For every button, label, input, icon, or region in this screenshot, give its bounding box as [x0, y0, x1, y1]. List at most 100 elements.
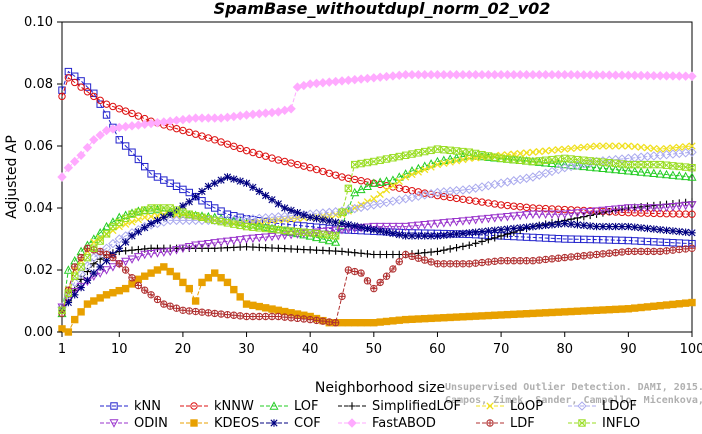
data-point: [604, 164, 614, 173]
data-point: [255, 150, 263, 159]
data-point: [331, 226, 341, 236]
legend: kNN kNNW LOF SimplifiedLOF LoOP LDOF ODIN KDEOS…: [100, 399, 640, 431]
data-point: [662, 247, 671, 255]
data-point: [223, 173, 232, 181]
data-point: [274, 312, 283, 321]
data-point: [82, 142, 93, 153]
data-point: [211, 309, 219, 318]
data-point: [446, 313, 454, 322]
data-point: [566, 70, 576, 80]
data-point: [102, 291, 111, 299]
data-point: [592, 207, 602, 216]
data-point: [191, 192, 200, 201]
data-point: [675, 245, 683, 254]
data-point: [585, 70, 595, 80]
legend-label: INFLO: [602, 416, 640, 431]
y-tick-label: 0.04: [24, 201, 53, 216]
data-point: [363, 319, 372, 327]
x-tick-label: 10: [111, 342, 128, 357]
data-point: [198, 187, 206, 196]
data-point: [650, 201, 658, 210]
data-point: [134, 275, 143, 284]
data-point: [178, 244, 188, 254]
data-point: [484, 258, 493, 266]
data-point: [414, 315, 423, 323]
data-point: [687, 201, 697, 210]
data-point: [502, 177, 513, 187]
data-point: [357, 223, 365, 231]
legend-marker: [269, 401, 279, 410]
data-point: [560, 210, 570, 219]
data-point: [610, 70, 621, 80]
data-point: [427, 248, 435, 256]
x-axis: 1 10 20 30 40 50 60 70 80 90 100: [58, 332, 702, 357]
data-point: [351, 319, 359, 327]
data-point: [255, 243, 263, 252]
data-point: [312, 316, 321, 325]
data-point: [636, 167, 646, 176]
y-axis: 0.00 0.02 0.04 0.06 0.08 0.10: [24, 15, 62, 340]
x-tick-label: 1: [58, 342, 66, 357]
data-point: [521, 69, 532, 80]
legend-marker: [348, 402, 356, 410]
data-point: [553, 210, 563, 219]
data-point: [300, 245, 308, 254]
data-point: [591, 70, 602, 80]
data-point: [497, 257, 505, 265]
data-point: [83, 244, 92, 253]
data-point: [446, 158, 454, 166]
data-point: [331, 319, 340, 327]
data-point: [561, 253, 569, 262]
data-point: [217, 176, 225, 184]
data-point: [95, 228, 105, 237]
data-point: [579, 208, 589, 218]
data-point: [681, 245, 690, 253]
data-point: [528, 210, 538, 219]
data-point: [382, 222, 392, 232]
data-point: [540, 69, 551, 80]
data-point: [190, 113, 201, 123]
data-point: [535, 147, 543, 156]
data-point: [267, 223, 277, 233]
data-point: [669, 144, 677, 152]
data-point: [547, 210, 557, 219]
series-ldf: [58, 244, 696, 327]
data-point: [636, 70, 646, 81]
legend-entry-loop: LoOP: [476, 399, 543, 414]
data-point: [375, 177, 385, 186]
legend-label: LOF: [294, 399, 319, 414]
data-point: [662, 169, 672, 179]
data-point: [312, 229, 321, 238]
data-point: [160, 176, 168, 184]
data-point: [357, 249, 365, 257]
data-point: [242, 243, 251, 251]
data-point: [484, 235, 493, 244]
data-point: [471, 312, 480, 320]
data-point: [427, 232, 435, 240]
data-point: [611, 305, 620, 314]
series-line: [61, 76, 693, 215]
data-point: [362, 223, 372, 232]
data-point: [70, 277, 80, 288]
data-point: [179, 278, 187, 287]
data-point: [141, 272, 149, 280]
data-point: [490, 214, 500, 223]
data-point: [503, 310, 512, 319]
data-point: [440, 231, 448, 239]
data-point: [483, 69, 494, 80]
data-point: [681, 228, 690, 236]
data-point: [650, 302, 658, 310]
data-point: [249, 301, 257, 310]
legend-label: ODIN: [134, 416, 168, 431]
data-point: [389, 229, 397, 238]
data-point: [669, 227, 677, 235]
data-point: [408, 252, 416, 261]
data-point: [185, 198, 193, 206]
data-point: [528, 69, 538, 80]
data-point: [491, 311, 499, 319]
data-point: [249, 148, 257, 157]
data-point: [121, 142, 130, 150]
data-point: [496, 213, 506, 223]
legend-label: FastABOD: [372, 416, 436, 431]
